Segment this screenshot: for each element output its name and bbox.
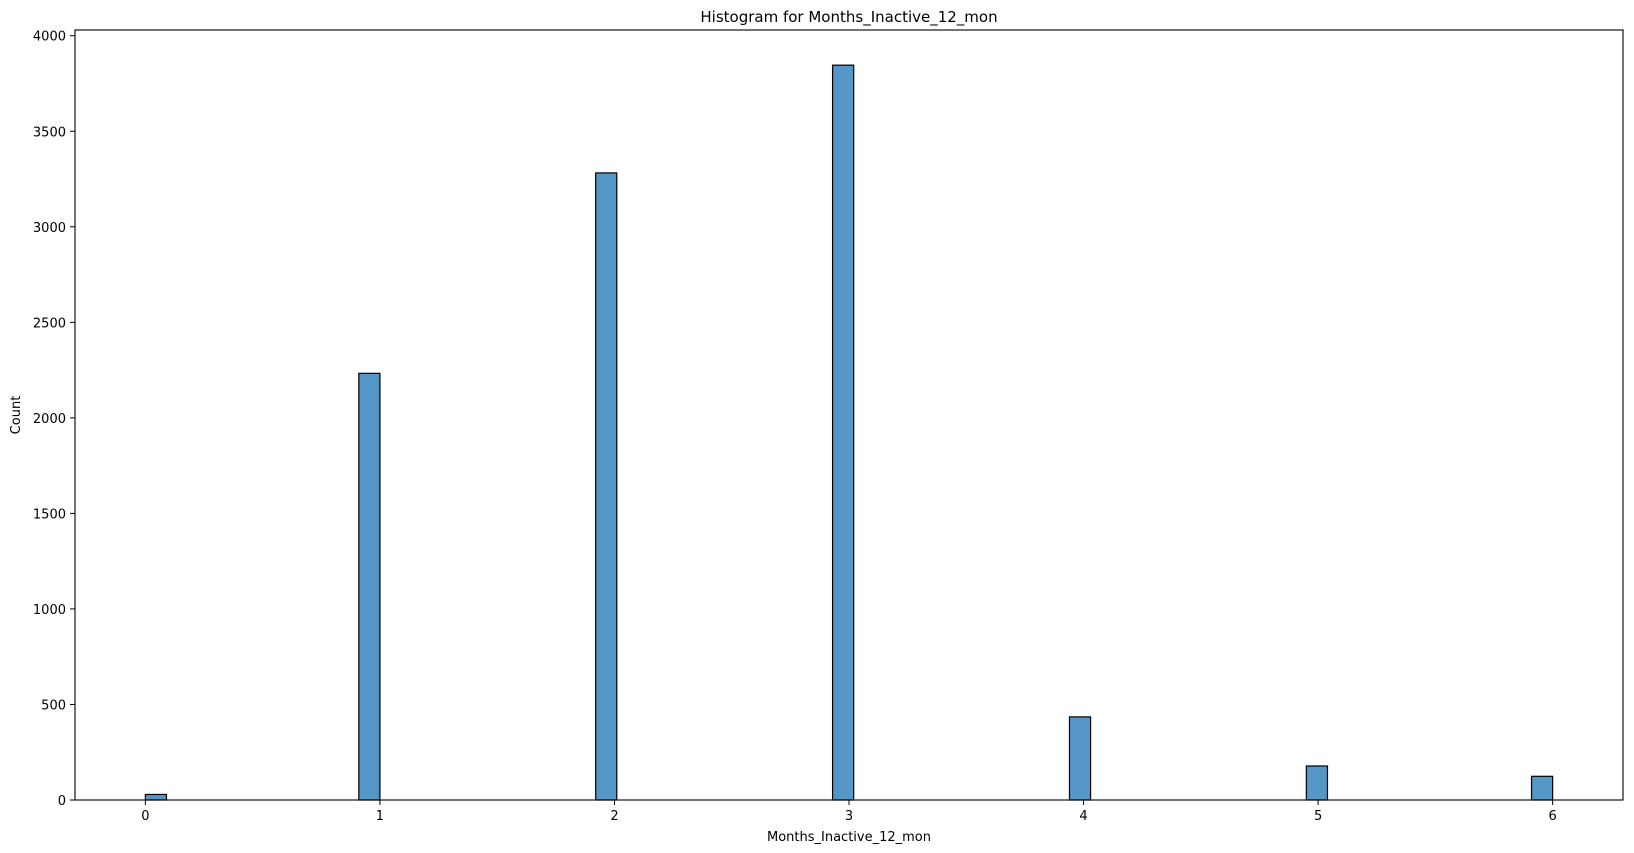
plot-frame — [74, 29, 1624, 801]
y-tick-label-3: 1500 — [33, 507, 66, 522]
x-tick-label-2: 2 — [610, 809, 618, 824]
x-tick-label-4: 4 — [1079, 809, 1087, 824]
histogram-bar-6 — [1530, 775, 1554, 801]
x-tick-label-3: 3 — [845, 809, 853, 824]
x-tick-label-1: 1 — [376, 809, 384, 824]
histogram-bar-2 — [595, 172, 618, 801]
histogram-bar-5 — [1305, 765, 1329, 801]
histogram-bar-3 — [831, 64, 855, 801]
x-tick-label-0: 0 — [141, 809, 149, 824]
y-tick-label-2: 1000 — [33, 603, 66, 618]
x-axis-ticks: 0 1 2 3 4 5 6 — [141, 800, 1557, 824]
x-axis-label: Months_Inactive_12_mon — [767, 830, 931, 845]
y-tick-label-8: 4000 — [33, 30, 66, 45]
x-tick-label-5: 5 — [1314, 809, 1322, 824]
y-tick-label-5: 2500 — [33, 316, 66, 331]
histogram-bar-4 — [1068, 716, 1092, 801]
y-axis-ticks: 0 500 1000 1500 2000 2500 3000 3500 4000 — [33, 30, 75, 809]
y-tick-label-0: 0 — [58, 794, 66, 809]
y-tick-label-4: 2000 — [33, 412, 66, 427]
x-tick-label-6: 6 — [1548, 809, 1556, 824]
bars-group — [144, 64, 1554, 801]
y-tick-label-1: 500 — [41, 698, 66, 713]
histogram-bar-1 — [358, 372, 381, 801]
y-axis-label: Count — [9, 396, 24, 435]
y-tick-label-6: 3000 — [33, 221, 66, 236]
chart-title: Histogram for Months_Inactive_12_mon — [700, 8, 997, 27]
y-tick-label-7: 3500 — [33, 125, 66, 140]
histogram-bar-0 — [144, 793, 168, 801]
